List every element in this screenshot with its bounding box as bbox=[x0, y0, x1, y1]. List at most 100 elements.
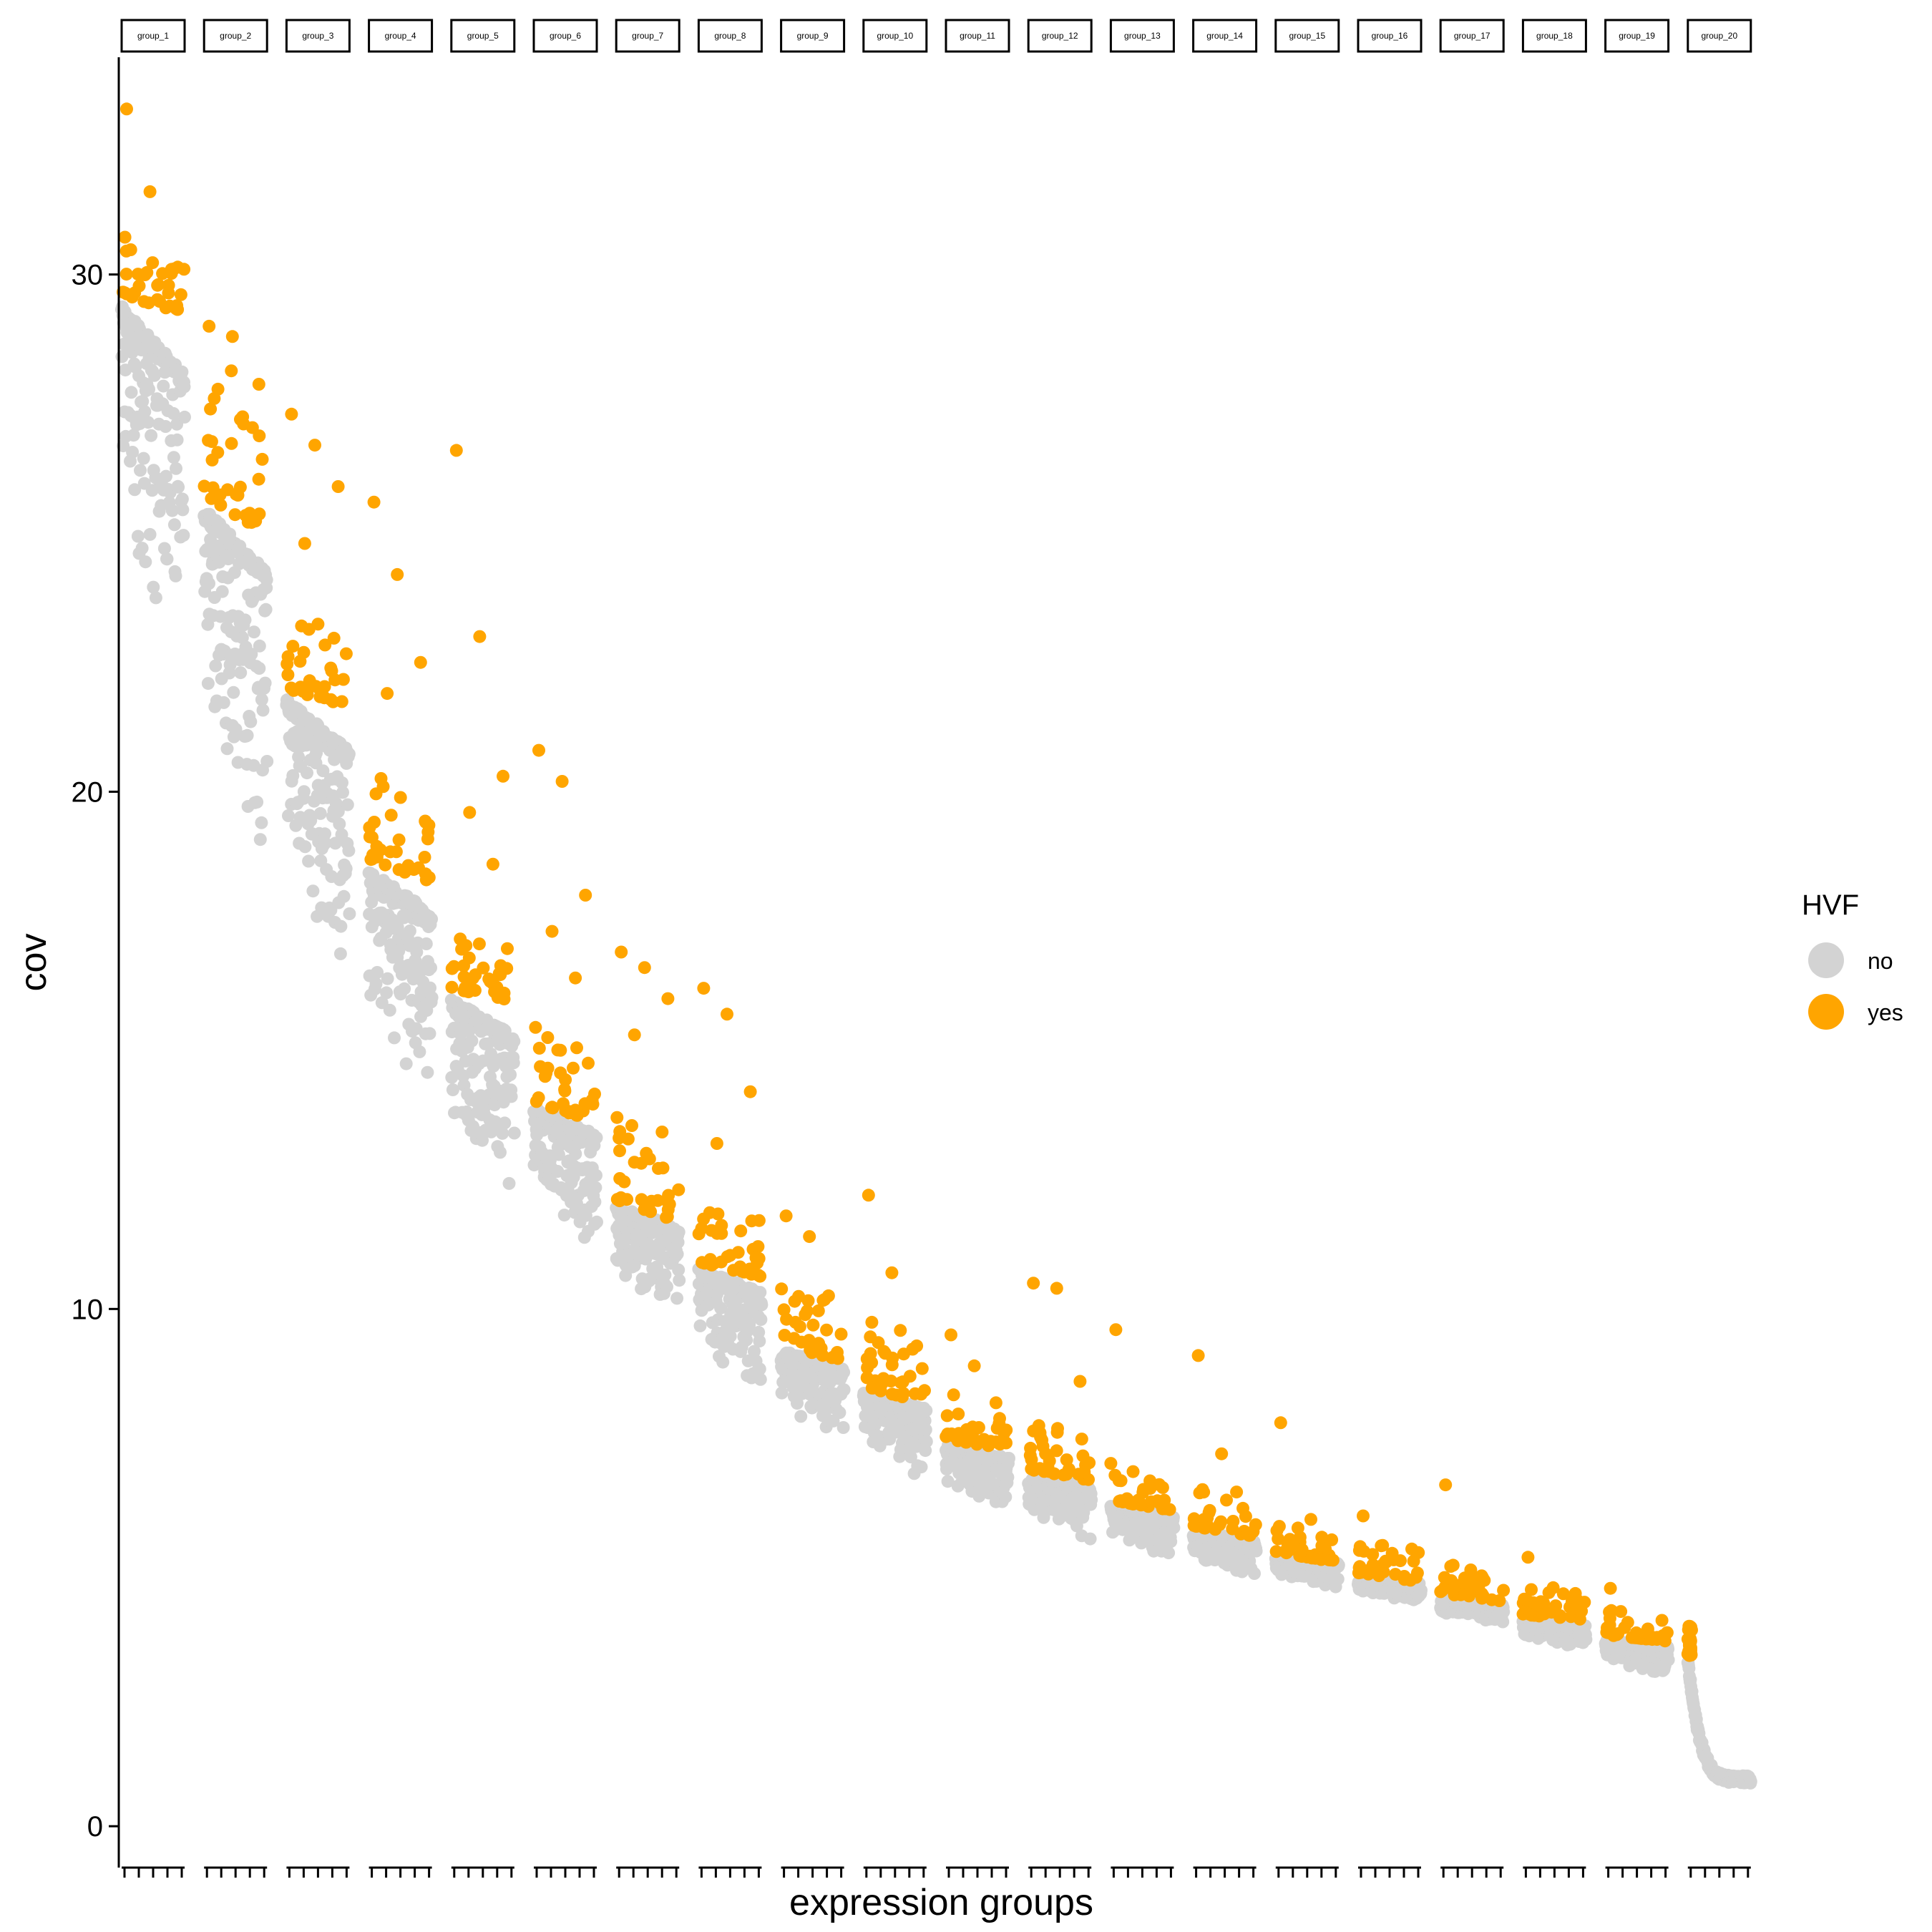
point-yes bbox=[325, 664, 338, 678]
point-yes bbox=[1660, 1626, 1674, 1639]
point-no bbox=[1662, 1653, 1675, 1667]
point-yes bbox=[469, 968, 482, 982]
point-yes bbox=[1048, 1467, 1061, 1480]
facet-group_20 bbox=[1681, 1619, 1757, 1790]
point-yes bbox=[301, 688, 314, 701]
point-yes bbox=[618, 1175, 631, 1189]
facet-group_17 bbox=[1434, 1478, 1511, 1629]
point-no bbox=[175, 365, 189, 379]
point-no bbox=[167, 518, 181, 532]
point-yes bbox=[252, 378, 265, 391]
point-yes bbox=[557, 1097, 570, 1111]
point-yes bbox=[877, 1345, 891, 1358]
point-yes bbox=[655, 1126, 669, 1138]
point-yes bbox=[865, 1381, 879, 1395]
point-no bbox=[753, 1362, 766, 1376]
point-yes bbox=[492, 967, 506, 980]
point-no bbox=[1085, 1493, 1098, 1507]
point-yes bbox=[288, 683, 301, 697]
facet-strip-label: group_4 bbox=[385, 31, 416, 41]
facet-strip-label: group_16 bbox=[1372, 31, 1408, 41]
point-yes bbox=[225, 364, 238, 378]
point-no bbox=[145, 429, 158, 442]
point-yes bbox=[1458, 1571, 1471, 1585]
point-yes bbox=[1409, 1571, 1423, 1584]
point-yes bbox=[253, 507, 266, 521]
point-no bbox=[590, 1215, 603, 1229]
point-yes bbox=[903, 1370, 917, 1383]
point-yes bbox=[384, 809, 398, 822]
facet-strip bbox=[1604, 19, 1670, 53]
point-yes-outlier bbox=[203, 319, 216, 333]
point-yes bbox=[1143, 1482, 1157, 1496]
point-yes bbox=[541, 1061, 555, 1075]
point-yes bbox=[613, 1131, 626, 1145]
point-yes bbox=[501, 942, 514, 955]
point-yes bbox=[1269, 1545, 1283, 1558]
point-yes bbox=[989, 1396, 1002, 1410]
point-no bbox=[343, 907, 356, 920]
point-no bbox=[589, 1181, 602, 1194]
point-no bbox=[672, 1225, 686, 1239]
point-yes-outlier bbox=[1027, 1277, 1040, 1290]
point-yes-outlier bbox=[391, 567, 404, 581]
point-yes-outlier bbox=[710, 1137, 723, 1150]
point-no bbox=[172, 480, 185, 494]
point-no bbox=[1496, 1615, 1510, 1629]
point-yes bbox=[1024, 1441, 1038, 1455]
point-yes bbox=[975, 1435, 988, 1448]
facet-group_4 bbox=[362, 495, 439, 1079]
point-no bbox=[157, 542, 171, 555]
point-no bbox=[833, 1406, 847, 1420]
point-yes bbox=[1519, 1593, 1533, 1606]
point-yes bbox=[960, 1435, 973, 1449]
point-yes-outlier bbox=[463, 806, 477, 819]
point-yes bbox=[610, 1111, 624, 1124]
point-yes bbox=[1611, 1627, 1625, 1641]
point-no bbox=[658, 1268, 672, 1282]
point-no bbox=[157, 379, 170, 393]
point-no bbox=[167, 406, 180, 420]
point-yes-outlier bbox=[225, 330, 239, 343]
facet-strip-label: group_19 bbox=[1619, 31, 1655, 41]
point-yes bbox=[1448, 1581, 1461, 1595]
point-yes-outlier bbox=[1357, 1509, 1370, 1523]
point-yes bbox=[672, 1183, 686, 1196]
point-yes bbox=[309, 680, 323, 693]
point-yes bbox=[801, 1294, 815, 1307]
point-no bbox=[178, 410, 191, 424]
point-yes bbox=[1444, 1560, 1458, 1573]
point-no bbox=[282, 809, 295, 822]
point-no bbox=[253, 639, 266, 653]
point-no bbox=[673, 1274, 686, 1287]
y-ticks: 0 10 20 30 bbox=[72, 260, 119, 1843]
point-yes bbox=[1376, 1538, 1390, 1552]
point-yes bbox=[231, 489, 245, 502]
y-axis-title: cov bbox=[13, 934, 54, 992]
point-yes bbox=[990, 1422, 1004, 1435]
point-yes bbox=[698, 1257, 711, 1270]
point-yes bbox=[625, 1119, 638, 1132]
point-no bbox=[253, 662, 266, 675]
facet-strip-label: group_7 bbox=[632, 31, 663, 41]
point-no bbox=[1497, 1605, 1511, 1619]
point-no bbox=[754, 1313, 768, 1326]
point-yes bbox=[532, 1041, 546, 1055]
point-yes bbox=[554, 1043, 567, 1057]
point-no bbox=[259, 602, 273, 616]
point-no bbox=[1002, 1452, 1015, 1465]
point-yes bbox=[457, 970, 471, 984]
facet-strip-label: group_11 bbox=[960, 31, 995, 41]
point-no bbox=[465, 1034, 479, 1048]
facet-group_14 bbox=[1186, 1349, 1263, 1580]
point-no bbox=[244, 715, 258, 728]
facet-group_11 bbox=[940, 1328, 1015, 1508]
point-yes bbox=[1272, 1520, 1286, 1533]
point-no bbox=[217, 696, 230, 709]
point-no bbox=[755, 1298, 769, 1312]
point-no bbox=[203, 577, 215, 590]
point-no bbox=[413, 1045, 426, 1058]
point-no bbox=[169, 569, 182, 582]
points-layer bbox=[115, 102, 1757, 1790]
facet-strip bbox=[862, 19, 928, 53]
